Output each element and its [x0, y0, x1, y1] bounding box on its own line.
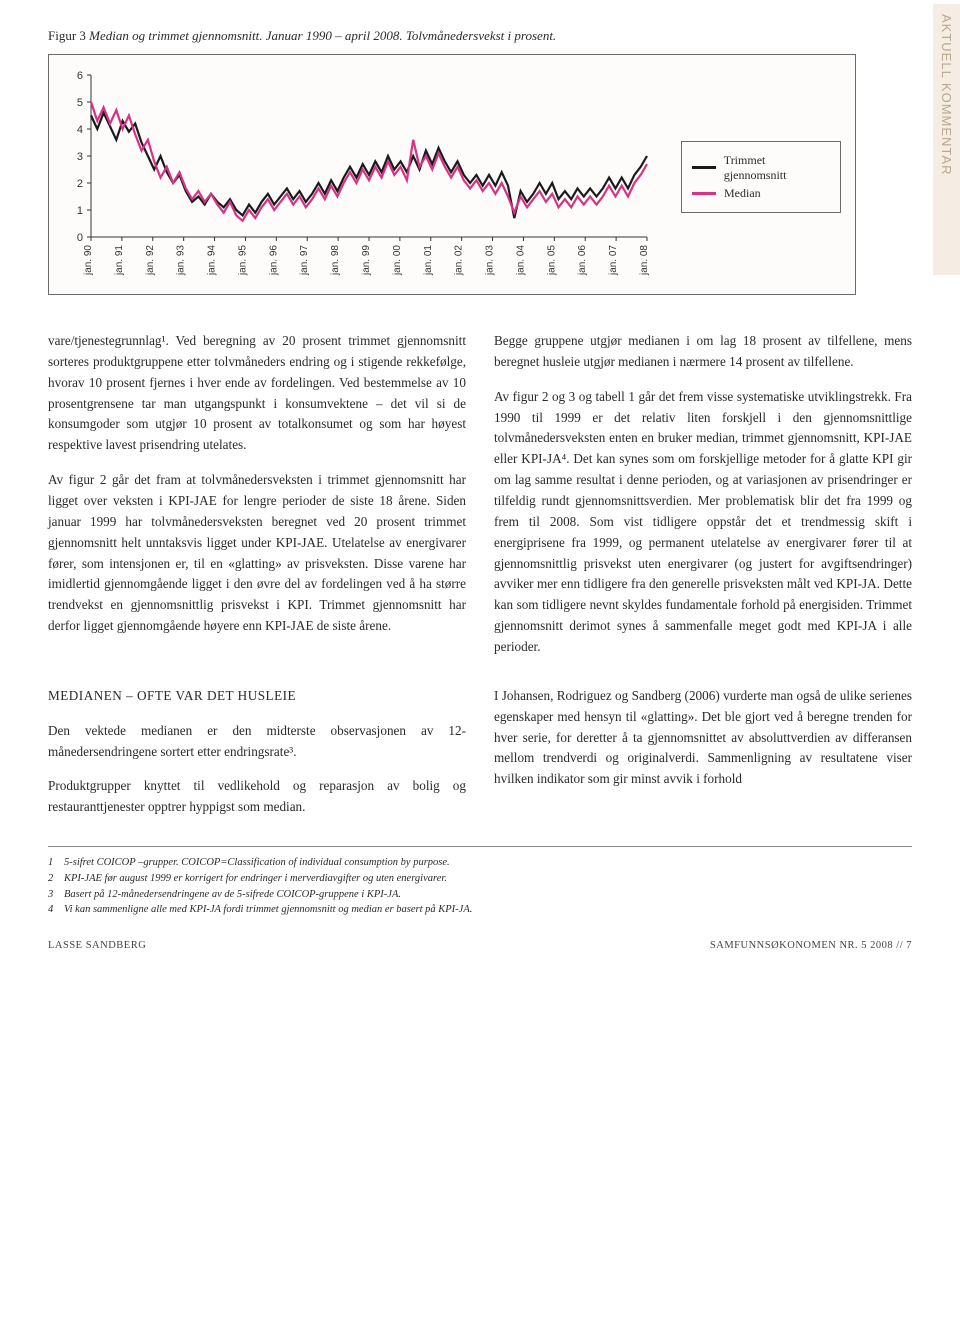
legend-item: Median [692, 186, 830, 201]
figure-number: Figur 3 [48, 28, 86, 43]
figure-caption: Figur 3 Median og trimmet gjennomsnitt. … [48, 28, 912, 44]
right-column: Begge gruppene utgjør medianen i om lag … [494, 331, 912, 658]
svg-text:jan. 04: jan. 04 [515, 245, 526, 276]
svg-text:jan. 00: jan. 00 [392, 245, 403, 276]
footnote: 15-sifret COICOP –grupper. COICOP=Classi… [48, 855, 912, 871]
legend-swatch-median [692, 192, 716, 195]
legend-item: Trimmet gjennomsnitt [692, 153, 830, 183]
svg-text:6: 6 [77, 70, 83, 82]
body-paragraph: Av figur 2 går det fram at tolvmånedersv… [48, 470, 466, 637]
right-column: I Johansen, Rodriguez og Sandberg (2006)… [494, 686, 912, 818]
legend-label: Median [724, 186, 761, 201]
svg-text:jan. 03: jan. 03 [485, 245, 496, 276]
svg-text:0: 0 [77, 232, 83, 244]
chart-legend: Trimmet gjennomsnitt Median [681, 141, 841, 213]
svg-text:jan. 99: jan. 99 [361, 245, 372, 276]
body-paragraph: Begge gruppene utgjør medianen i om lag … [494, 331, 912, 373]
figure-title: Median og trimmet gjennomsnitt. Januar 1… [89, 28, 556, 43]
svg-text:jan. 90: jan. 90 [83, 245, 94, 276]
legend-swatch-trimmet [692, 166, 716, 169]
body-paragraph: Den vektede medianen er den midterste ob… [48, 721, 466, 763]
side-tab: AKTUELL KOMMENTAR [933, 4, 960, 275]
svg-text:3: 3 [77, 151, 83, 163]
svg-text:jan. 91: jan. 91 [114, 245, 125, 276]
body-paragraph: I Johansen, Rodriguez og Sandberg (2006)… [494, 686, 912, 790]
page-footer: LASSE SANDBERG SAMFUNNSØKONOMEN NR. 5 20… [48, 940, 912, 951]
svg-text:jan. 08: jan. 08 [639, 245, 650, 276]
svg-text:jan. 07: jan. 07 [608, 245, 619, 276]
svg-text:1: 1 [77, 205, 83, 217]
svg-text:2: 2 [77, 178, 83, 190]
body-paragraph: vare/tjenestegrunnlag¹. Ved beregning av… [48, 331, 466, 456]
svg-text:jan. 98: jan. 98 [330, 245, 341, 276]
line-chart-svg: 0 1 2 3 4 5 6 jan. 90 jan. 91 jan. 92 jan. 93 jan. … [63, 69, 653, 279]
svg-text:jan. 95: jan. 95 [237, 245, 248, 276]
svg-text:jan. 97: jan. 97 [299, 245, 310, 276]
left-column: vare/tjenestegrunnlag¹. Ved beregning av… [48, 331, 466, 658]
footer-author: LASSE SANDBERG [48, 940, 146, 951]
svg-text:jan. 06: jan. 06 [577, 245, 588, 276]
footnote: 2KPI-JAE før august 1999 er korrigert fo… [48, 871, 912, 887]
left-column: MEDIANEN – OFTE VAR DET HUSLEIE Den vekt… [48, 686, 466, 818]
body-paragraph: Produktgrupper knyttet til vedlikehold o… [48, 776, 466, 818]
legend-label: Trimmet gjennomsnitt [724, 153, 830, 183]
svg-text:jan. 01: jan. 01 [423, 245, 434, 276]
footnotes: 15-sifret COICOP –grupper. COICOP=Classi… [48, 846, 912, 918]
body-columns-1: vare/tjenestegrunnlag¹. Ved beregning av… [48, 331, 912, 658]
svg-text:jan. 05: jan. 05 [546, 245, 557, 276]
svg-text:jan. 02: jan. 02 [454, 245, 465, 276]
svg-text:5: 5 [77, 97, 83, 109]
footer-journal-page: SAMFUNNSØKONOMEN NR. 5 2008 // 7 [710, 940, 912, 951]
svg-text:jan. 96: jan. 96 [268, 245, 279, 276]
svg-text:jan. 92: jan. 92 [145, 245, 156, 276]
svg-text:jan. 94: jan. 94 [207, 245, 218, 276]
chart-container: 0 1 2 3 4 5 6 jan. 90 jan. 91 jan. 92 jan. 93 jan. … [48, 54, 856, 295]
section-heading: MEDIANEN – OFTE VAR DET HUSLEIE [48, 686, 466, 707]
body-paragraph: Av figur 2 og 3 og tabell 1 går det frem… [494, 387, 912, 658]
footnote: 3Basert på 12-månedersendringene av de 5… [48, 887, 912, 903]
body-columns-2: MEDIANEN – OFTE VAR DET HUSLEIE Den vekt… [48, 686, 912, 818]
chart-plot-area: 0 1 2 3 4 5 6 jan. 90 jan. 91 jan. 92 jan. 93 jan. … [63, 69, 663, 284]
footnote: 4Vi kan sammenligne alle med KPI-JA ford… [48, 902, 912, 918]
svg-text:4: 4 [77, 124, 83, 136]
svg-text:jan. 93: jan. 93 [176, 245, 187, 276]
